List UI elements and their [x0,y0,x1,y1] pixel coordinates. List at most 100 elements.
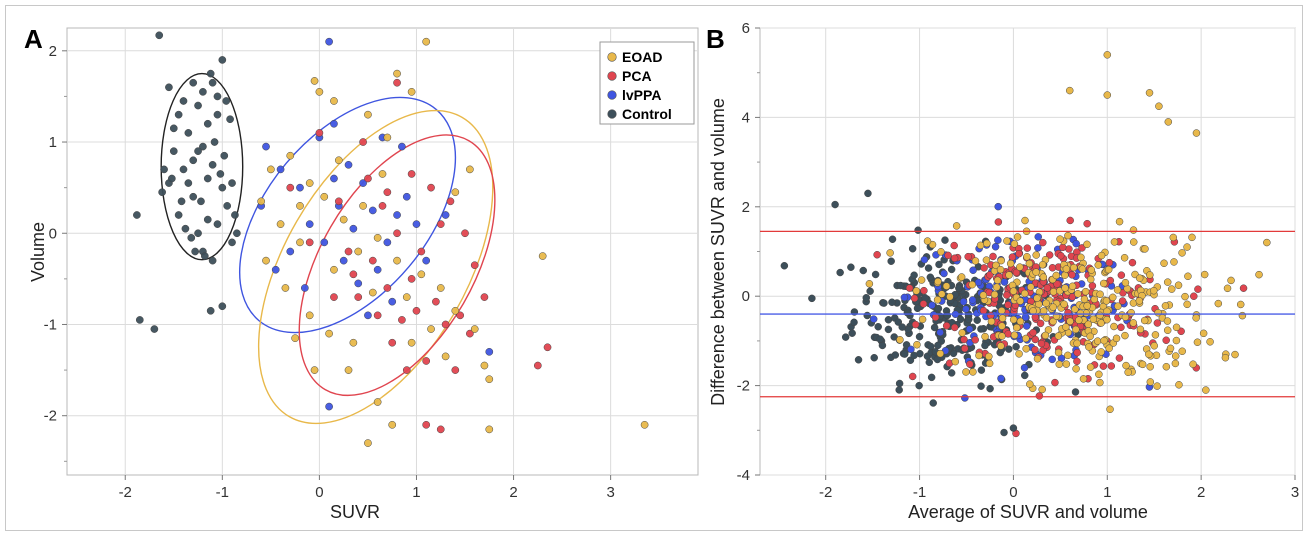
point-eoad [1061,284,1069,292]
point-lvppa [994,236,1002,244]
point-control [167,174,176,183]
point-eoad [1114,302,1122,310]
point-eoad [364,439,372,447]
y-tick-label: 6 [742,20,750,37]
point-control [177,197,186,206]
point-control [871,270,880,279]
point-control [862,294,871,302]
point-eoad [1039,307,1048,315]
y-tick-label: 0 [49,225,57,242]
x-tick-label: -2 [119,484,132,501]
point-lvppa [262,142,270,151]
point-control [864,189,872,198]
point-pca [920,286,928,295]
point-control [165,83,173,92]
point-pca [1128,258,1137,267]
point-eoad [1073,339,1081,348]
point-control [955,284,963,292]
point-eoad [987,317,996,326]
point-eoad [997,306,1006,315]
point-lvppa [388,297,397,306]
point-control [150,325,159,333]
point-eoad [1039,273,1048,281]
point-lvppa [359,179,367,187]
point-eoad [1115,217,1124,226]
point-pca [1190,292,1198,300]
point-lvppa [968,296,977,304]
point-eoad [998,332,1006,340]
point-eoad [957,273,966,281]
point-control [1012,342,1020,351]
point-control [878,341,887,350]
point-control [210,138,219,146]
point-pca [1058,243,1067,252]
point-eoad [998,322,1006,330]
point-eoad [1183,243,1191,251]
point-control [1000,428,1008,437]
point-eoad [1060,300,1068,308]
point-eoad [1163,278,1172,286]
point-control [1020,371,1029,380]
point-pca [533,361,542,370]
point-eoad [1038,385,1046,394]
point-eoad [1263,238,1271,247]
point-lvppa [1034,244,1042,252]
point-eoad [918,315,927,324]
point-control [213,92,222,101]
point-eoad [334,156,343,165]
point-pca [407,275,416,283]
point-pca [908,372,917,381]
point-control [895,386,903,394]
point-pca [980,264,988,272]
point-eoad [1021,216,1029,225]
point-pca [1051,378,1059,387]
point-control [910,271,918,279]
point-eoad [983,239,991,248]
point-control [941,236,949,244]
point-pca [349,270,358,279]
point-lvppa [1000,278,1009,286]
point-control [203,215,212,224]
point-eoad [1021,289,1029,298]
point-control [206,69,215,78]
point-eoad [305,179,314,187]
point-pca [1031,345,1039,354]
point-pca [378,202,387,210]
legend-label-eoad: EOAD [622,49,662,65]
panel-b-ylabel: Difference between SUVR and volume [708,98,728,406]
point-eoad [1164,118,1173,126]
point-eoad [997,256,1005,265]
y-tick-label: -4 [737,467,750,484]
point-eoad [1022,334,1030,343]
point-pca [1031,335,1040,344]
point-lvppa [354,279,363,288]
point-lvppa [296,183,304,192]
point-control [850,318,858,327]
point-pca [1078,244,1086,252]
point-eoad [485,375,494,384]
point-pca [383,284,392,292]
point-control [926,342,935,351]
point-control [213,220,222,228]
point-control [1009,424,1018,432]
point-pca [393,78,401,87]
point-eoad [262,256,270,265]
point-eoad [1189,360,1197,368]
point-control [218,56,227,64]
point-eoad [1079,375,1088,383]
point-lvppa [991,242,1000,251]
point-lvppa [339,256,348,265]
point-eoad [1192,314,1200,322]
point-eoad [1129,226,1138,234]
point-pca [402,366,411,374]
point-lvppa [907,345,915,354]
point-eoad [1112,334,1121,343]
point-control [160,165,168,174]
point-control [910,351,918,360]
point-control [926,273,935,282]
point-control [977,382,985,390]
point-eoad [1080,295,1089,304]
point-eoad [1064,351,1072,360]
point-eoad [1089,315,1098,324]
x-tick-label: 3 [606,484,614,501]
